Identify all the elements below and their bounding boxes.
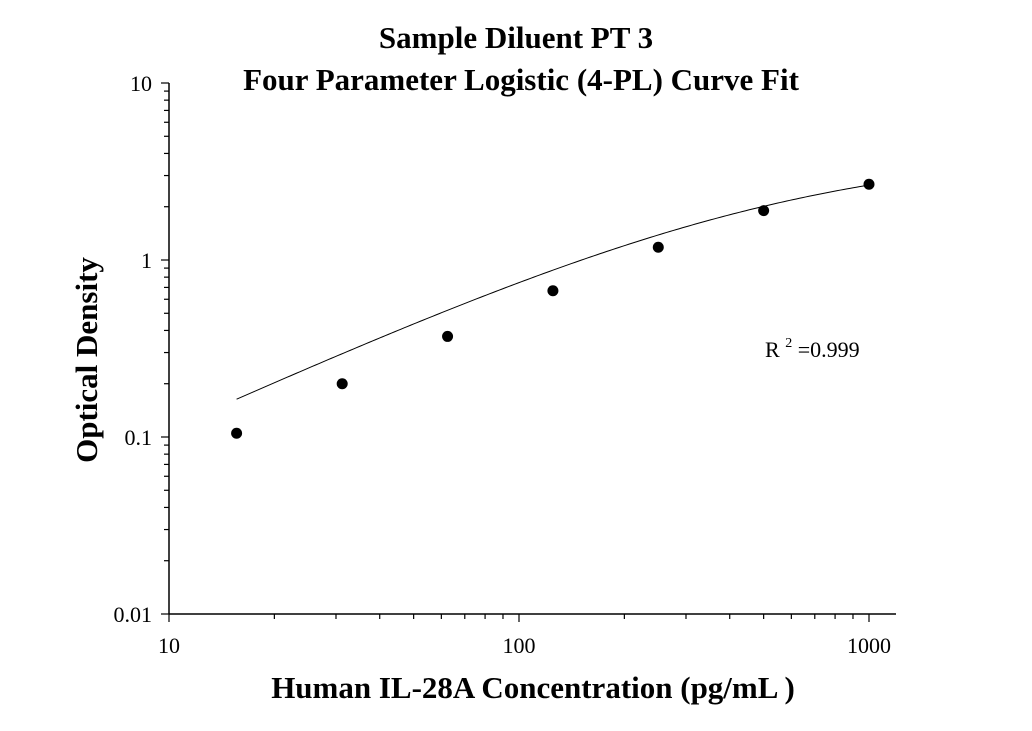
r-squared-value: =0.999 [798,337,860,362]
y-axis-title: Optical Density [69,257,104,463]
r-squared-annotation: R 2 =0.999 [765,327,860,362]
chart-title: Sample Diluent PT 3 [379,20,653,55]
chart-subtitle: Four Parameter Logistic (4-PL) Curve Fit [243,62,800,97]
y-tick-label: 0.01 [114,602,153,627]
y-tick-label: 0.1 [125,425,153,450]
data-point [231,427,243,439]
data-point [863,178,875,190]
x-axis-title: Human IL-28A Concentration (pg/mL ) [271,670,795,705]
data-point [758,205,770,217]
data-point [336,378,348,390]
data-point [442,330,454,342]
x-tick-label: 100 [503,633,536,658]
data-points-layer [231,178,875,439]
x-tick-label: 10 [158,633,180,658]
axes: 10 100 1000 0.01 0.1 1 10 [114,71,896,658]
x-tick-label: 1000 [847,633,891,658]
r-squared-base: R [765,337,780,362]
data-point [652,241,664,253]
r-squared-superscript: 2 [785,336,792,351]
data-point [547,285,559,297]
y-tick-label: 10 [130,71,152,96]
y-tick-label: 1 [141,248,152,273]
